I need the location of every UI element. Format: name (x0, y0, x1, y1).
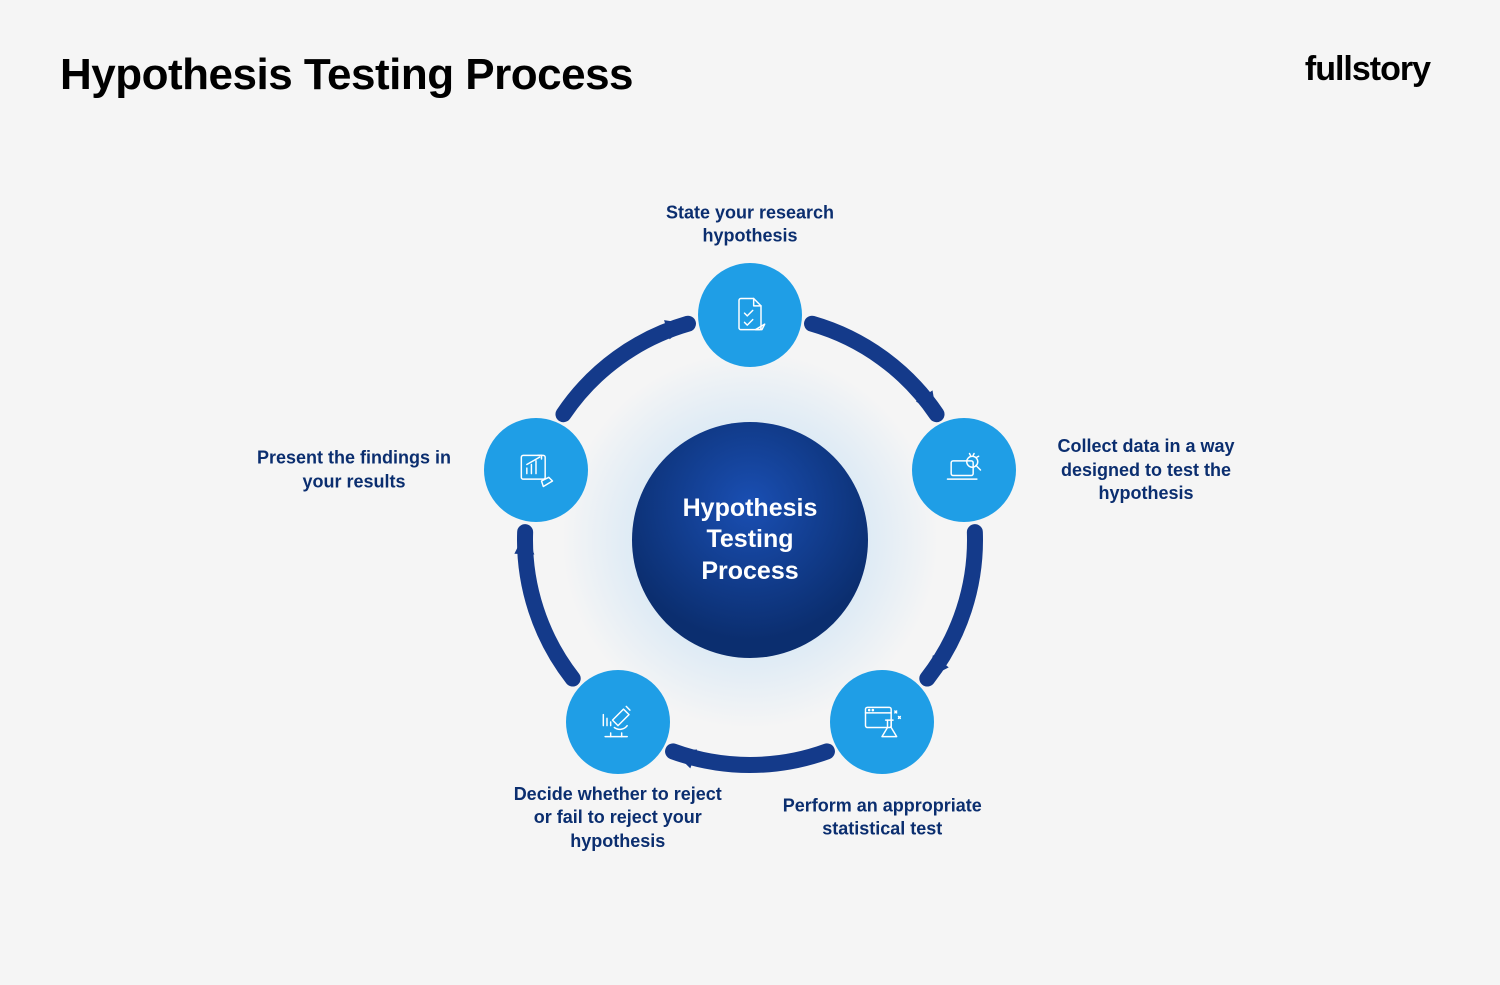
laptop-search-icon (942, 448, 986, 492)
brand-logo: fullstory (1305, 50, 1430, 89)
process-node-collect (912, 418, 1016, 522)
process-diagram: HypothesisTestingProcess State your rese… (370, 160, 1130, 920)
document-check-icon (728, 293, 772, 337)
window-flask-icon (860, 700, 904, 744)
chart-hand-icon (514, 448, 558, 492)
page-title: Hypothesis Testing Process (60, 50, 633, 100)
process-node-decide (566, 670, 670, 774)
process-label-decide: Decide whether to reject or fail to reje… (503, 783, 733, 853)
process-node-state (698, 263, 802, 367)
process-label-present: Present the findings in your results (239, 447, 469, 494)
process-label-perform: Perform an appropriate statistical test (767, 795, 997, 842)
microscope-icon (596, 700, 640, 744)
process-node-present (484, 418, 588, 522)
process-node-perform (830, 670, 934, 774)
center-label: HypothesisTestingProcess (683, 493, 818, 587)
process-label-collect: Collect data in a way designed to test t… (1031, 435, 1261, 505)
process-label-state: State your research hypothesis (635, 202, 865, 249)
ring-segment (673, 751, 827, 765)
center-circle: HypothesisTestingProcess (632, 422, 868, 658)
